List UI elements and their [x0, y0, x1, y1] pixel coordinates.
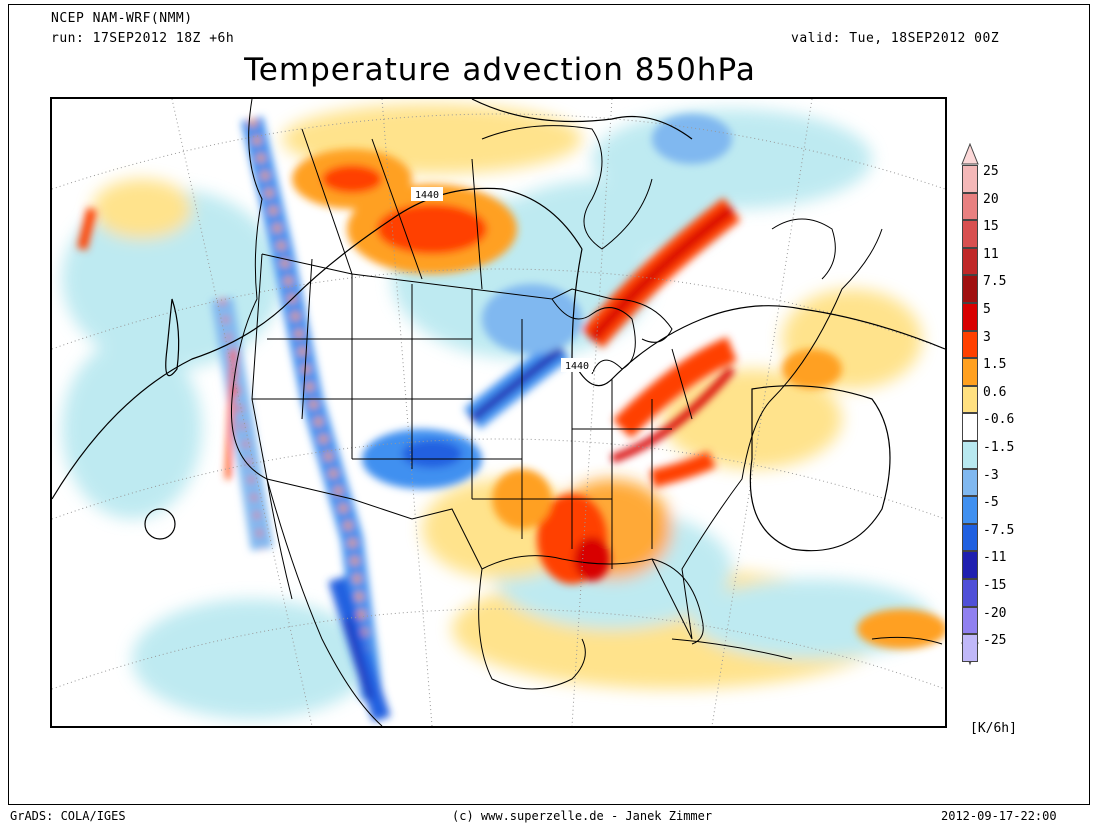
contour-label-east: 1440: [561, 358, 593, 372]
footer-credit: (c) www.superzelle.de - Janek Zimmer: [452, 809, 713, 823]
legend-label: -11: [983, 550, 1007, 566]
legend-arrow-top: [961, 143, 979, 165]
legend-swatch: [962, 468, 978, 497]
legend-label: -3: [983, 467, 999, 483]
coastlines-borders: [230, 99, 943, 726]
graticule: [52, 99, 945, 726]
legend-label: 3: [983, 329, 991, 345]
legend-label: 1.5: [983, 357, 1007, 373]
run-info: run: 17SEP2012 18Z +6h: [51, 31, 235, 46]
legend-swatch: [962, 634, 978, 662]
contour-label-text-1: 1440: [415, 190, 439, 201]
legend-label: -1.5: [983, 440, 1015, 455]
legend-swatch: [962, 358, 978, 386]
geopotential-contours: [52, 99, 945, 552]
legend-swatch: [962, 606, 978, 635]
footer-timestamp: 2012-09-17-22:00: [941, 809, 1057, 823]
map-panel: 1440 1440: [50, 97, 947, 728]
legend-swatch: [962, 247, 978, 276]
contour-label-north: 1440: [411, 187, 443, 201]
model-name: NCEP NAM-WRF(NMM): [51, 11, 193, 26]
legend-swatch: [962, 579, 978, 607]
legend-label: -15: [983, 578, 1007, 593]
legend-swatch: [962, 385, 978, 414]
legend-label: 7.5: [983, 274, 1007, 290]
map-canvas: 1440 1440: [52, 99, 945, 726]
legend-swatch: [962, 275, 978, 303]
legend-label: 11: [983, 246, 999, 262]
legend-label: 20: [983, 191, 999, 207]
footer-software: GrADS: COLA/IGES: [10, 809, 126, 823]
advection-field-strong: [77, 114, 945, 722]
legend-label: -25: [983, 633, 1007, 649]
legend-label: -5: [983, 495, 999, 511]
legend-swatch: [962, 220, 978, 248]
legend-swatch: [962, 496, 978, 524]
chart-title: Temperature advection 850hPa: [244, 52, 756, 88]
legend-label: -7.5: [983, 522, 1015, 538]
contour-label-text-2: 1440: [565, 361, 589, 372]
valid-time: valid: Tue, 18SEP2012 00Z: [791, 31, 1000, 46]
closed-contour-pacific: [144, 508, 176, 540]
legend-swatch: [962, 192, 978, 221]
legend-label: -0.6: [983, 412, 1015, 428]
legend-swatch: [962, 551, 978, 579]
legend-label: 15: [983, 219, 999, 235]
legend-swatch: [962, 330, 978, 359]
legend-label: -20: [983, 605, 1007, 621]
figure-frame: [8, 4, 1090, 805]
legend-units: [K/6h]: [970, 721, 1017, 736]
legend-swatch: [962, 413, 978, 441]
legend-swatch: [962, 303, 978, 331]
legend-swatch: [962, 523, 978, 552]
legend-label: 5: [983, 302, 991, 317]
legend-label: 0.6: [983, 384, 1007, 400]
legend-swatch: [962, 441, 978, 469]
legend-swatch: [962, 165, 978, 193]
legend-label: 25: [983, 164, 999, 179]
